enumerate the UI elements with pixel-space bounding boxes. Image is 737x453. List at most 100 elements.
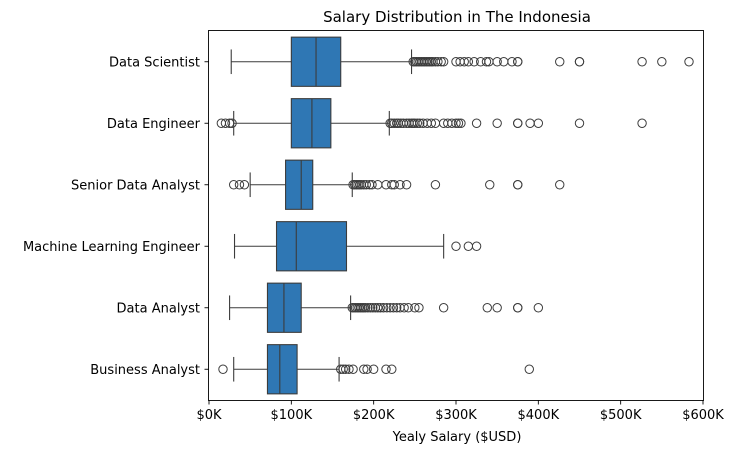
box-series <box>216 98 647 149</box>
outlier-point <box>363 303 373 313</box>
outlier-point <box>525 118 535 128</box>
outlier-point <box>463 241 474 251</box>
outlier-point <box>574 118 585 128</box>
outlier-point <box>433 57 443 67</box>
outlier-point <box>359 364 369 374</box>
outlier-point <box>375 303 385 313</box>
box-series <box>218 344 534 395</box>
outlier-point <box>637 118 647 128</box>
chart-title: Salary Distribution in The Indonesia <box>323 8 591 26</box>
outlier-point <box>481 57 492 67</box>
outlier-point <box>533 303 544 313</box>
outlier-point <box>463 57 474 67</box>
outlier-point <box>388 303 399 313</box>
outlier-point <box>368 303 378 313</box>
outlier-point <box>229 180 239 190</box>
x-tick-label: $500K <box>600 408 642 423</box>
outlier-point <box>684 57 694 67</box>
outlier-point <box>555 57 565 67</box>
outlier-point <box>499 57 509 67</box>
outlier-point <box>348 364 358 374</box>
outlier-point <box>471 241 482 251</box>
x-tick-label: $200K <box>353 408 395 423</box>
y-tick-label: Business Analyst <box>90 363 200 378</box>
outlier-point <box>399 303 409 313</box>
outlier-point <box>378 303 389 313</box>
iqr-box <box>266 344 298 395</box>
iqr-box <box>290 98 332 149</box>
outlier-point <box>555 180 565 190</box>
outlier-point <box>385 303 395 313</box>
outlier-point <box>471 118 482 128</box>
outlier-point <box>224 118 235 128</box>
outlier-point <box>513 303 523 313</box>
outlier-point <box>387 118 397 128</box>
outlier-point <box>367 180 377 190</box>
outlier-point <box>227 118 237 128</box>
outlier-point <box>507 57 517 67</box>
outlier-point <box>361 180 371 190</box>
outlier-point <box>492 57 502 67</box>
y-tick-label: Data Scientist <box>109 55 200 70</box>
outlier-point <box>234 180 245 190</box>
outlier-point <box>469 57 479 67</box>
plot-area <box>216 36 694 395</box>
outlier-point <box>426 118 436 128</box>
outlier-point <box>637 57 647 67</box>
outlier-point <box>403 303 413 313</box>
y-tick-label: Senior Data Analyst <box>71 178 200 193</box>
outlier-point <box>447 118 457 128</box>
outlier-point <box>459 57 469 67</box>
outlier-point <box>412 118 423 128</box>
outlier-point <box>389 118 399 128</box>
iqr-box <box>275 221 348 272</box>
y-tick-label: Data Engineer <box>107 117 201 132</box>
outlier-point <box>415 118 425 128</box>
x-tick-label: $400K <box>518 408 560 423</box>
outlier-point <box>387 364 397 374</box>
box-series <box>229 282 544 333</box>
outlier-point <box>430 180 441 190</box>
x-tick-label: $0K <box>196 408 222 423</box>
outlier-point <box>392 303 402 313</box>
iqr-box <box>285 159 314 210</box>
outlier-point <box>381 364 391 374</box>
outlier-point <box>513 118 523 128</box>
outlier-point <box>338 364 348 374</box>
x-axis-ticks: $0K $100K $200K $300K $400K $500K $600K <box>196 400 724 423</box>
outlier-point <box>513 57 523 67</box>
y-tick-label: Machine Learning Engineer <box>23 240 201 255</box>
outlier-point <box>453 118 464 128</box>
x-tick-label: $600K <box>682 408 724 423</box>
outlier-point <box>360 303 371 313</box>
outlier-point <box>492 118 502 128</box>
x-tick-label: $300K <box>435 408 477 423</box>
outlier-point <box>451 241 461 251</box>
outlier-point <box>382 303 392 313</box>
x-axis-label: Yealy Salary ($USD) <box>392 430 522 445</box>
box-series <box>230 36 694 87</box>
outlier-point <box>451 118 461 128</box>
y-tick-label: Data Analyst <box>117 301 200 316</box>
outlier-point <box>401 180 412 190</box>
outlier-point <box>220 118 231 128</box>
outlier-point <box>410 303 420 313</box>
outlier-point <box>485 180 495 190</box>
outlier-point <box>340 364 351 374</box>
outlier-point <box>362 364 372 374</box>
box-series <box>233 221 482 272</box>
outlier-point <box>438 303 449 313</box>
outlier-point <box>414 303 424 313</box>
outlier-point <box>395 180 405 190</box>
outlier-point <box>218 364 228 374</box>
outlier-point <box>239 180 250 190</box>
outlier-point <box>436 57 446 67</box>
outlier-point <box>438 57 449 67</box>
outlier-point <box>344 364 354 374</box>
outlier-point <box>482 303 492 313</box>
outlier-point <box>365 303 376 313</box>
outlier-point <box>373 180 383 190</box>
y-axis-ticks: Data Scientist Data Engineer Senior Data A… <box>23 55 209 378</box>
outlier-point <box>389 180 399 190</box>
